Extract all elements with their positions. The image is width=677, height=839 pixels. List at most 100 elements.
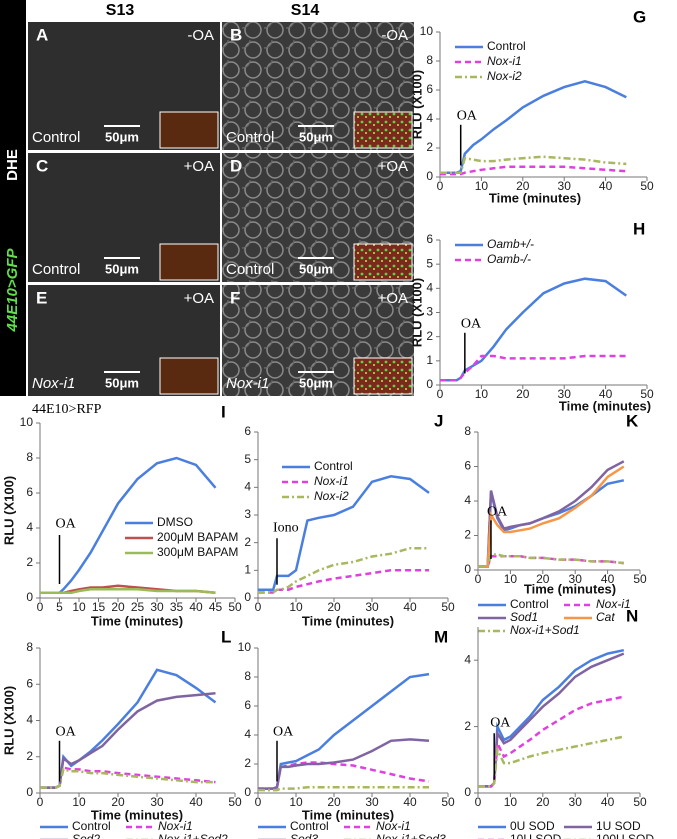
column-header: S14 — [291, 2, 320, 19]
x-tick-label: 30 — [569, 572, 583, 586]
y-tick-label: 6 — [26, 485, 33, 499]
x-tick-label: 30 — [150, 600, 164, 614]
panel-letter: H — [633, 219, 645, 238]
y-axis-label: RLU (X100) — [1, 686, 16, 755]
scale-label: 50μm — [299, 129, 333, 144]
series-line — [478, 735, 625, 788]
panel-letter: G — [633, 7, 646, 26]
series-line — [440, 80, 627, 174]
x-tick-label: 50 — [633, 795, 647, 809]
y-tick-label: 1 — [426, 353, 433, 367]
y-tick-label: 6 — [426, 82, 433, 96]
series-line — [440, 354, 627, 382]
legend-label: 300μM BAPAM — [157, 545, 238, 559]
inset — [159, 357, 219, 395]
panel-letter: L — [221, 627, 231, 646]
legend-label: Nox-i1 — [487, 54, 522, 68]
x-tick-label: 30 — [558, 387, 572, 401]
series-line — [40, 588, 216, 595]
legend-label: Nox-i1+Sod3 — [376, 832, 446, 839]
x-tick-label: 45 — [209, 600, 223, 614]
x-tick-label: 10 — [289, 600, 303, 614]
y-axis-label: RLU (X100) — [409, 70, 424, 139]
y-tick-label: 6 — [244, 424, 251, 438]
panel-letter: A — [36, 25, 48, 44]
legend-label: DMSO — [157, 515, 193, 529]
x-tick-label: 0 — [37, 600, 44, 614]
x-tick-label: 40 — [189, 600, 203, 614]
x-tick-label: 15 — [92, 600, 106, 614]
series-line — [478, 554, 624, 568]
x-tick-label: 0 — [37, 795, 44, 809]
panel-letter: K — [626, 411, 639, 430]
legend-label: 200μM BAPAM — [157, 530, 238, 544]
x-tick-label: 30 — [365, 795, 379, 809]
panel-letter: E — [36, 288, 47, 307]
x-axis-label: Time (minutes) — [91, 613, 183, 628]
x-tick-label: 20 — [327, 600, 341, 614]
panel-letter: B — [230, 25, 242, 44]
series-line — [40, 766, 216, 789]
legend-label: Sod3 — [290, 832, 318, 839]
annotation: OA — [457, 108, 478, 123]
genotype: Nox-i1 — [32, 375, 75, 392]
inset — [353, 243, 413, 281]
x-axis-label: Time (minutes) — [489, 190, 581, 205]
panel-letter: D — [230, 156, 242, 175]
legend-label: Control — [314, 459, 353, 473]
series-line — [440, 165, 627, 176]
genotype: Control — [226, 261, 274, 278]
y-tick-label: 0 — [244, 590, 251, 604]
column-header: S13 — [106, 2, 135, 19]
x-axis-label: Time (minutes) — [559, 398, 651, 413]
row-label: DHE — [4, 149, 21, 181]
y-tick-label: 2 — [426, 329, 433, 343]
y-tick-label: 4 — [244, 727, 251, 741]
y-tick-label: 2 — [26, 555, 33, 569]
y-tick-label: 0 — [244, 785, 251, 799]
legend-label: Oamb-/- — [487, 252, 531, 266]
inset — [353, 357, 413, 395]
legend-label: Nox-i1+Sod2 — [158, 832, 228, 839]
annotation: OA — [56, 724, 77, 739]
y-tick-label: 5 — [244, 452, 251, 466]
inset — [159, 111, 219, 149]
x-tick-label: 0 — [437, 179, 444, 193]
legend-label: Control — [72, 819, 111, 833]
x-tick-label: 5 — [56, 600, 63, 614]
legend-label: Nox-i1 — [596, 597, 631, 611]
y-tick-label: 6 — [464, 459, 471, 473]
genotype: Control — [32, 129, 80, 146]
series-line — [258, 785, 429, 792]
y-tick-label: 2 — [426, 140, 433, 154]
legend-label: 0U SOD — [510, 819, 555, 833]
x-tick-label: 30 — [365, 600, 379, 614]
x-tick-label: 30 — [558, 179, 572, 193]
x-tick-label: 10 — [504, 572, 518, 586]
y-tick-label: 4 — [426, 111, 433, 125]
series-line — [478, 460, 625, 568]
y-tick-label: 3 — [426, 305, 433, 319]
series-line — [258, 738, 430, 790]
annotation: Iono — [273, 520, 299, 535]
genotype: Control — [32, 261, 80, 278]
y-tick-label: 0 — [26, 590, 33, 604]
legend-label: Control — [290, 819, 329, 833]
y-tick-label: 4 — [426, 281, 433, 295]
x-tick-label: 20 — [536, 795, 550, 809]
annotation: OA — [273, 724, 294, 739]
treatment: -OA — [381, 27, 408, 44]
y-tick-label: 6 — [426, 232, 433, 246]
series-line — [478, 465, 625, 568]
x-tick-label: 35 — [170, 600, 184, 614]
side-strip — [0, 0, 26, 396]
y-tick-label: 4 — [26, 713, 33, 727]
x-tick-label: 20 — [516, 387, 530, 401]
y-tick-label: 8 — [464, 424, 471, 438]
x-tick-label: 40 — [189, 795, 203, 809]
y-tick-label: 4 — [26, 520, 33, 534]
legend-label: Nox-i1 — [376, 819, 411, 833]
treatment: +OA — [184, 158, 214, 175]
